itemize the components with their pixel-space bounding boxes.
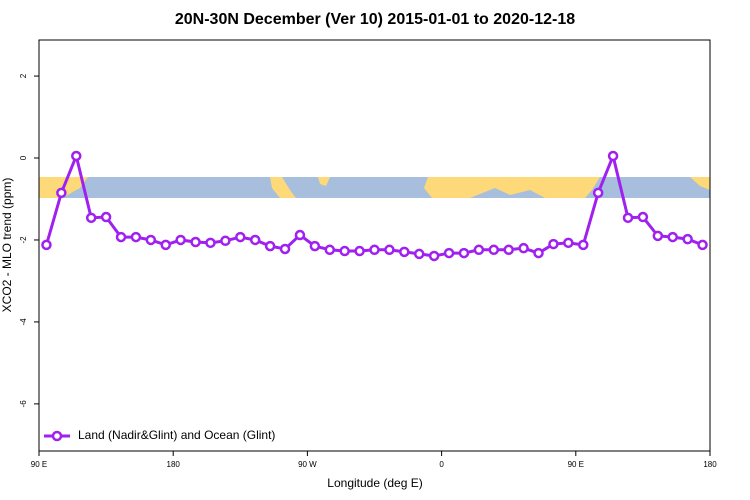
y-tick-label: -6 [19,400,28,408]
data-point [503,244,514,256]
data-point [399,246,410,258]
data-point [324,244,336,256]
map-ocean [39,177,710,198]
data-point [309,240,321,252]
data-point [190,236,201,248]
x-tick-label: 90 E [31,460,47,469]
data-point [279,243,291,255]
data-point [413,248,425,260]
data-point [175,234,186,246]
plot-frame [38,39,711,452]
data-point [115,231,127,243]
data-point [264,240,276,252]
data-point [607,150,619,162]
data-point [622,212,634,224]
data-point [488,244,500,256]
data-point [443,247,455,259]
data-point [160,239,171,251]
data-point [533,247,544,259]
data-point [428,250,440,262]
legend-label: Land (Nadir&Glint) and Ocean (Glint) [78,428,275,442]
data-point [458,247,470,259]
data-point [235,231,246,243]
legend-marker [51,430,63,442]
y-tick-label: 0 [19,155,28,160]
data-point [473,244,485,256]
data-point [592,187,604,199]
y-tick-label: -2 [19,236,28,244]
map-land [318,177,330,186]
data-point [682,233,693,245]
data-point [85,212,97,224]
data-point [369,244,380,256]
data-point [220,235,231,247]
map-land [270,177,296,198]
x-tick-label: 90 E [568,460,584,469]
data-point [667,231,678,243]
y-tick-label: 2 [19,73,28,78]
data-point [563,237,574,249]
map-strip [39,177,710,198]
data-point [71,150,82,162]
x-axis-label: Longitude (deg E) [327,476,422,490]
data-point [548,238,559,250]
data-point [249,234,261,246]
data-point [100,211,112,223]
x-tick-label: 180 [167,460,181,469]
series-line [45,151,704,258]
data-point [56,187,67,199]
data-point [339,245,350,257]
data-point [145,234,157,246]
data-point [130,231,142,243]
data-point [294,229,306,241]
data-point [652,230,664,242]
x-tick-label: 180 [703,460,717,469]
data-point [354,245,365,257]
data-point [518,242,529,254]
x-tick-label: 0 [439,460,444,469]
data-point [41,239,52,251]
chart-title: 20N-30N December (Ver 10) 2015-01-01 to … [175,11,575,28]
data-point [578,239,589,251]
map-land [690,177,710,190]
data-point [637,211,649,223]
x-tick-label: 90 W [298,460,317,469]
map-land [424,177,600,198]
data-point [205,237,216,249]
y-tick-label: -4 [19,318,28,326]
data-point [697,239,708,251]
data-point [384,244,395,256]
y-axis-label: XCO2 - MLO trend (ppm) [0,178,14,313]
